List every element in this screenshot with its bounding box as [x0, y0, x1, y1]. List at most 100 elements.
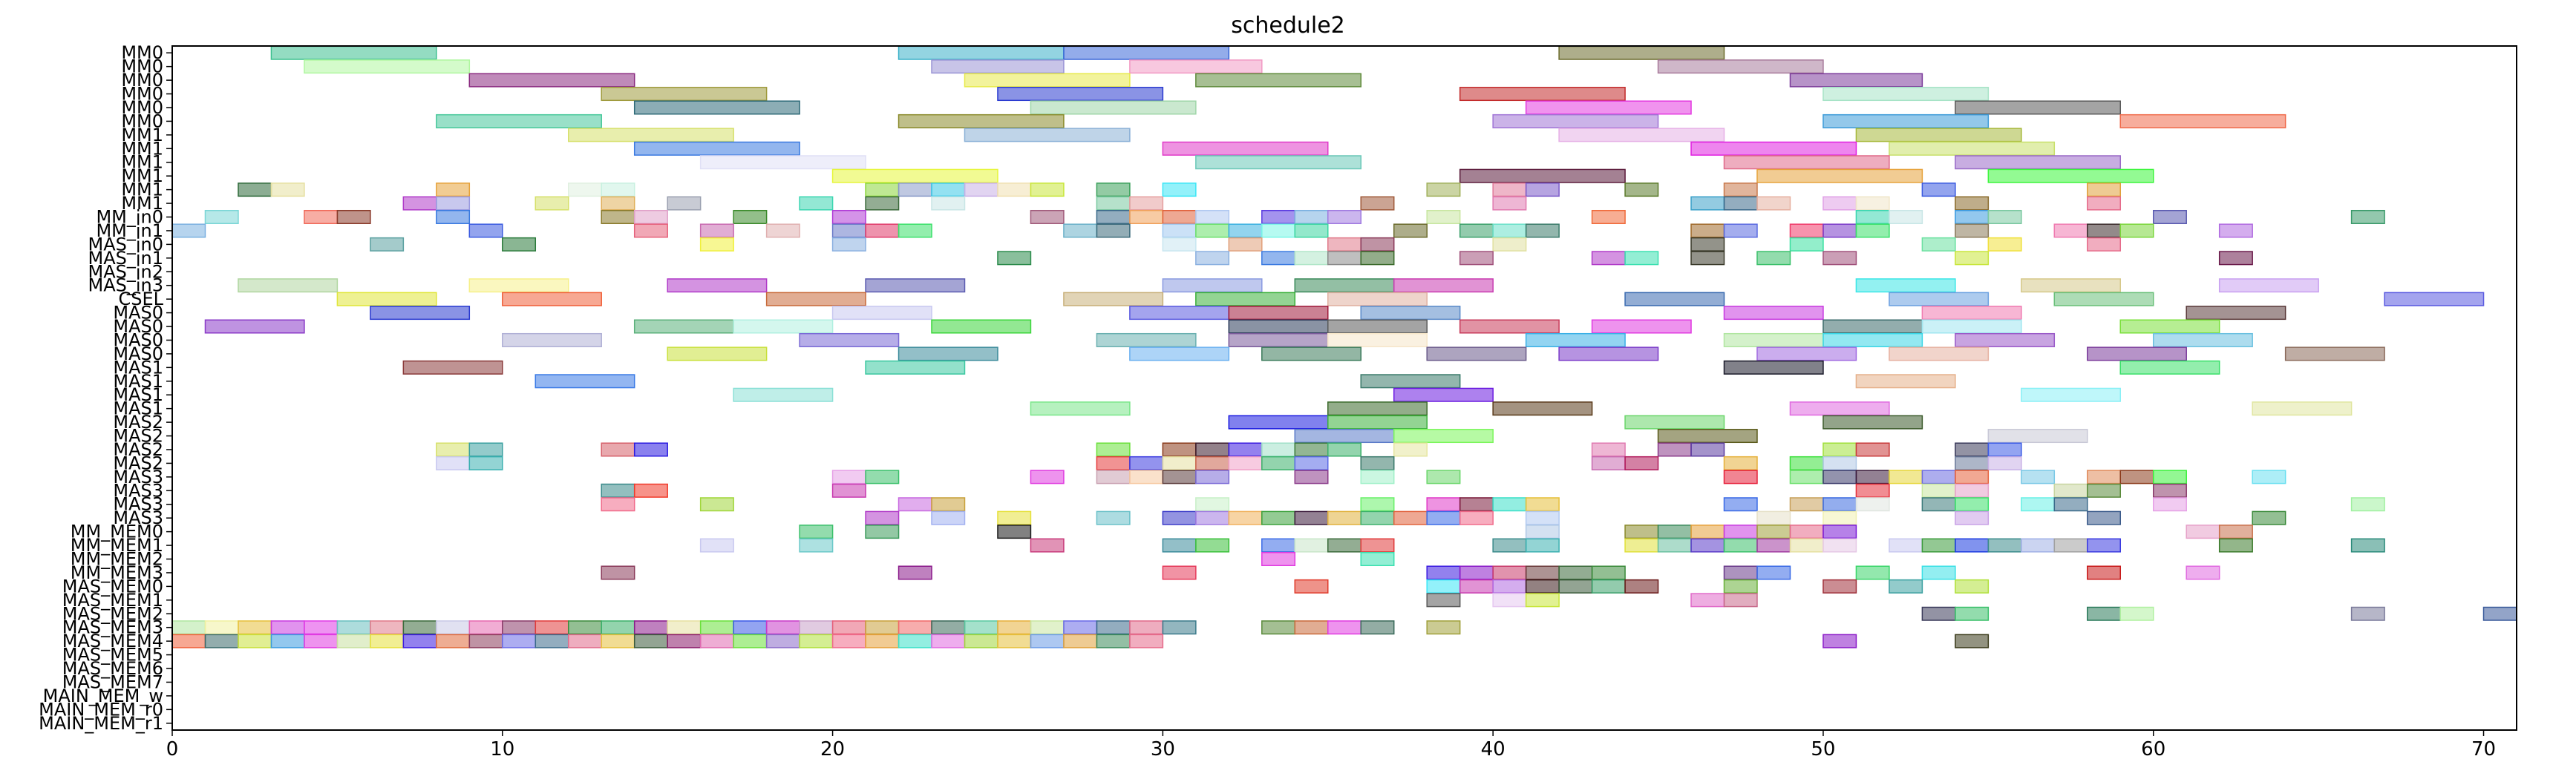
y-tick-label: MM0: [121, 42, 163, 63]
task-bar: [1823, 223, 1857, 238]
task-bar: [1228, 223, 1263, 238]
task-bar: [1459, 497, 1494, 512]
task-bar: [1459, 168, 1626, 183]
task-bar: [1459, 565, 1494, 580]
x-tick-label: 60: [2141, 738, 2165, 760]
task-bar: [1162, 278, 1263, 293]
y-tick-label: MM0: [121, 84, 163, 105]
task-bar: [1195, 456, 1230, 470]
y-tick-label: MAS_MEM1: [62, 590, 163, 611]
task-bar: [1162, 565, 1197, 580]
task-bar: [1789, 456, 1824, 470]
y-tick-label: MAS0: [113, 329, 163, 350]
task-bar: [898, 223, 932, 238]
task-bar: [1690, 525, 1725, 539]
task-bar: [964, 183, 998, 197]
task-bar: [468, 634, 503, 648]
task-bar: [1294, 429, 1395, 444]
task-bar: [2119, 319, 2220, 334]
task-bar: [1723, 456, 1758, 470]
task-bar: [1955, 634, 1990, 648]
task-bar: [1492, 538, 1527, 553]
y-tick-label: MAS_MEM7: [62, 671, 163, 692]
task-bar: [1789, 237, 1824, 252]
task-bar: [468, 456, 503, 470]
y-tick-label: MAS_MEM2: [62, 603, 163, 624]
task-bar: [502, 332, 602, 347]
task-bar: [2087, 346, 2187, 361]
task-bar: [1889, 292, 1990, 306]
task-bar: [1921, 606, 1956, 621]
task-bar: [270, 183, 305, 197]
task-bar: [1492, 196, 1527, 211]
task-bar: [1921, 565, 1956, 580]
task-bar: [1327, 319, 1428, 334]
task-bar: [931, 196, 966, 211]
y-tick-label: MAS_MEM6: [62, 658, 163, 679]
task-bar: [238, 183, 272, 197]
task-bar: [1823, 196, 1857, 211]
task-bar: [304, 209, 339, 225]
task-bar: [1889, 346, 1990, 361]
task-bar: [370, 306, 471, 321]
task-bar: [1327, 237, 1361, 252]
task-bar: [1525, 183, 1560, 197]
task-bar: [667, 634, 702, 648]
y-tick-label: CSEL: [118, 289, 163, 309]
task-bar: [1987, 168, 2154, 183]
task-bar: [633, 483, 668, 498]
task-bar: [1756, 168, 1923, 183]
task-bar: [1955, 538, 1990, 553]
y-tick-label: MM0: [121, 111, 163, 131]
task-bar: [1195, 497, 1230, 512]
task-bar: [2087, 606, 2122, 621]
task-bar: [2053, 292, 2154, 306]
task-bar: [1426, 593, 1461, 608]
task-bar: [1756, 565, 1791, 580]
task-bar: [964, 73, 1131, 88]
task-bar: [468, 620, 503, 635]
task-bar: [1789, 538, 1824, 553]
task-bar: [1030, 209, 1065, 225]
y-tick-label: MAS1: [113, 371, 163, 392]
task-bar: [1492, 223, 1527, 238]
task-bar: [699, 237, 734, 252]
task-bar: [667, 196, 702, 211]
task-bar: [2021, 538, 2056, 553]
task-bar: [699, 620, 734, 635]
task-bar: [1756, 251, 1791, 266]
task-bar: [1360, 306, 1461, 321]
task-bar: [1162, 209, 1197, 225]
task-bar: [1723, 579, 1758, 594]
task-bar: [1327, 292, 1428, 306]
task-bar: [733, 387, 834, 402]
y-tick-label: MM0: [121, 70, 163, 91]
task-bar: [1657, 59, 1824, 74]
task-bar: [1195, 538, 1230, 553]
task-bar: [1723, 196, 1758, 211]
task-bar: [931, 634, 966, 648]
task-bar: [1921, 538, 1956, 553]
task-bar: [1096, 183, 1131, 197]
task-bar: [1855, 470, 1890, 484]
y-tick-label: MAS_MEM4: [62, 631, 163, 651]
task-bar: [997, 510, 1032, 525]
task-bar: [667, 346, 768, 361]
task-bar: [1492, 565, 1527, 580]
task-bar: [1096, 332, 1197, 347]
task-bar: [1987, 442, 2022, 457]
y-tick-label: MAIN_MEM_w: [43, 686, 163, 706]
task-bar: [1459, 87, 1626, 102]
task-bar: [468, 73, 635, 88]
task-bar: [1228, 415, 1329, 430]
task-bar: [270, 634, 305, 648]
task-bar: [2482, 606, 2517, 621]
task-bar: [2119, 606, 2154, 621]
task-bar: [1261, 442, 1296, 457]
task-bar: [1294, 251, 1329, 266]
task-bar: [1426, 565, 1461, 580]
task-bar: [1855, 442, 1890, 457]
task-bar: [1756, 196, 1791, 211]
task-bar: [765, 223, 800, 238]
task-bar: [1690, 251, 1725, 266]
